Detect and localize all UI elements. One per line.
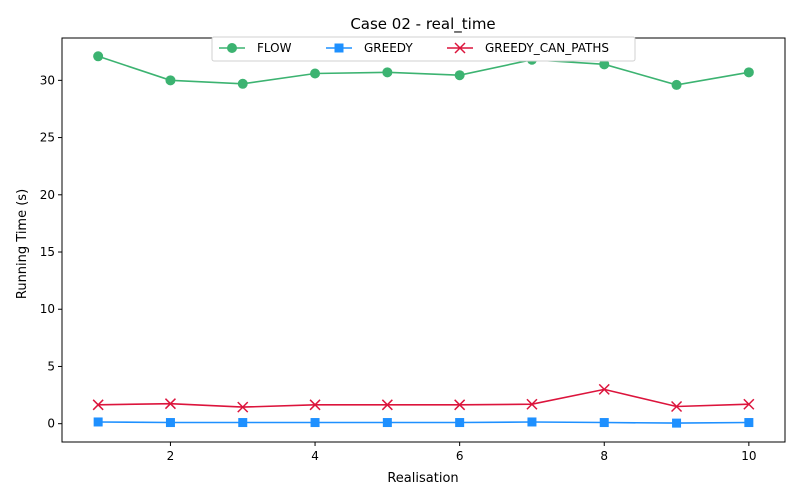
legend: FLOW GREEDY GREEDY_CAN_PATHS [211, 36, 636, 62]
legend-marker-flow [227, 43, 237, 53]
data-point-greedy [672, 418, 682, 428]
data-point-greedy [93, 417, 103, 427]
x-axis-label: Realisation [387, 471, 458, 486]
data-point-greedy [744, 418, 754, 428]
legend-marker-greedy-can-paths [454, 42, 466, 54]
data-point-flow [310, 68, 321, 79]
data-point-flow [382, 67, 393, 78]
data-point-greedy-can-paths [598, 383, 610, 395]
data-point-flow [237, 78, 248, 89]
data-point-flow [599, 59, 610, 70]
data-point-greedy [599, 418, 609, 428]
data-point-greedy [165, 418, 175, 428]
y-tick-label: 5 [47, 359, 55, 373]
x-tick-label: 8 [600, 449, 608, 463]
data-point-greedy-can-paths [92, 399, 104, 411]
y-tick-label: 15 [40, 245, 55, 259]
data-point-greedy [455, 418, 465, 428]
chart-title: Case 02 - real_time [350, 15, 495, 34]
legend-label-flow: FLOW [257, 41, 292, 55]
data-point-greedy-can-paths [237, 401, 249, 413]
data-point-flow [165, 75, 176, 86]
y-axis-label: Running Time (s) [15, 189, 30, 299]
axes-frame [61, 37, 786, 443]
data-point-flow [454, 70, 465, 81]
y-tick-label: 30 [40, 73, 55, 87]
data-point-greedy [382, 418, 392, 428]
y-tick-label: 0 [47, 417, 55, 431]
data-point-flow [671, 79, 682, 90]
data-point-greedy [310, 418, 320, 428]
x-tick-label: 2 [167, 449, 175, 463]
legend-label-greedy: GREEDY [364, 41, 413, 55]
x-tick-label: 6 [456, 449, 464, 463]
y-tick-label: 25 [40, 131, 55, 145]
data-point-flow [93, 51, 104, 62]
data-point-greedy-can-paths [743, 398, 755, 410]
x-tick-label: 4 [311, 449, 319, 463]
legend-box [211, 36, 636, 62]
legend-marker-greedy [334, 43, 344, 53]
x-tick-label: 10 [741, 449, 756, 463]
series-line-greedy-can-paths [98, 388, 749, 408]
data-point-greedy-can-paths [164, 398, 176, 410]
data-point-greedy-can-paths [526, 398, 538, 410]
series-line-flow [97, 55, 750, 86]
plot-area [92, 51, 755, 428]
axes: 2 4 6 8 10 0 5 10 15 20 25 30 [40, 37, 786, 463]
y-tick-label: 10 [40, 302, 55, 316]
data-point-greedy [238, 418, 248, 428]
data-point-greedy-can-paths [381, 399, 393, 411]
series-line-greedy [98, 421, 749, 424]
data-point-greedy [527, 417, 537, 427]
data-point-greedy-can-paths [454, 399, 466, 411]
y-tick-label: 20 [40, 188, 55, 202]
data-point-flow [743, 67, 754, 78]
data-point-greedy-can-paths [671, 400, 683, 413]
legend-label-greedy-can-paths: GREEDY_CAN_PATHS [485, 41, 609, 55]
data-point-greedy-can-paths [309, 399, 321, 411]
